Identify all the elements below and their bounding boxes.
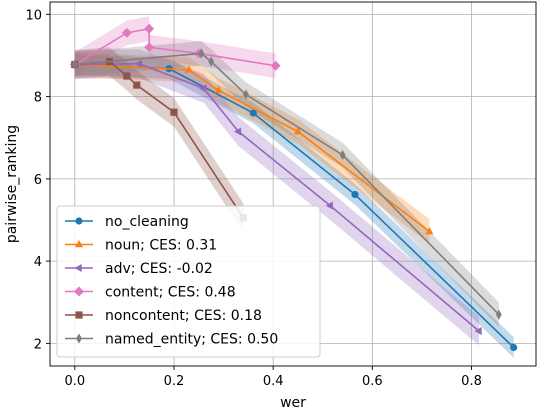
data-point	[184, 65, 193, 73]
data-point	[293, 127, 303, 135]
legend-marker	[74, 263, 82, 273]
y-axis-label: pairwise_ranking	[4, 125, 20, 243]
data-point	[495, 309, 502, 320]
legend-label: noun; CES: 0.31	[105, 238, 217, 254]
legend-item: noncontent; CES: 0.18	[65, 308, 262, 324]
data-point	[425, 227, 434, 235]
x-tick-label: 0.0	[64, 374, 85, 389]
legend-marker	[74, 286, 84, 297]
data-point	[339, 149, 346, 161]
legend-label: no_cleaning	[105, 214, 189, 230]
legend-marker	[75, 311, 83, 319]
x-tick-label: 0.4	[263, 374, 284, 389]
series-line	[74, 52, 500, 316]
data-point	[208, 56, 215, 67]
data-point	[214, 85, 223, 94]
legend: no_cleaning noun; CES: 0.31 adv; CES: -0.0…	[56, 205, 321, 358]
legend-label: adv; CES: -0.02	[105, 261, 213, 277]
legend-marker	[76, 333, 82, 344]
x-axis-label: wer	[280, 395, 306, 411]
data-point	[198, 48, 205, 59]
data-point	[144, 42, 155, 53]
legend-label: content; CES: 0.48	[105, 285, 236, 301]
series-line	[74, 62, 480, 332]
axes-frame	[49, 1, 537, 367]
legend-label: named_entity; CES: 0.50	[105, 332, 278, 348]
x-tick-label: 0.2	[164, 374, 185, 389]
legend-item: adv; CES: -0.02	[65, 261, 213, 277]
data-point	[510, 343, 518, 352]
data-point	[199, 84, 207, 93]
data-point	[133, 81, 141, 89]
legend-marker	[74, 240, 84, 248]
y-tick-label: 8	[34, 91, 42, 106]
data-point	[270, 60, 281, 71]
y-tick-label: 2	[34, 337, 42, 352]
data-point	[351, 190, 359, 199]
data-point	[123, 72, 131, 80]
data-point	[249, 109, 257, 117]
series-band	[74, 52, 430, 244]
legend-marker	[75, 217, 83, 225]
legend-item: content; CES: 0.48	[65, 285, 236, 301]
series-line	[74, 27, 276, 67]
x-tick-label: 0.8	[461, 374, 482, 389]
y-tick-label: 10	[25, 8, 42, 23]
x-tick-label: 0.6	[362, 374, 383, 389]
data-point	[71, 59, 78, 70]
legend-item: named_entity; CES: 0.50	[65, 332, 278, 348]
legend-item: no_cleaning	[65, 214, 189, 230]
data-point	[474, 326, 482, 336]
data-point	[134, 59, 142, 68]
data-point	[121, 27, 132, 38]
legend-label: noncontent; CES: 0.18	[105, 308, 262, 324]
data-point	[325, 201, 333, 210]
data-point	[144, 23, 155, 34]
y-tick-label: 6	[34, 173, 42, 188]
data-point	[170, 108, 178, 116]
y-tick-label: 4	[34, 255, 42, 270]
series-band	[74, 41, 499, 327]
legend-item: noun; CES: 0.31	[65, 238, 217, 254]
data-point	[233, 127, 242, 136]
legend-box	[56, 205, 321, 358]
series-layer	[69, 16, 518, 358]
series-5	[71, 48, 502, 320]
data-point	[242, 89, 249, 100]
